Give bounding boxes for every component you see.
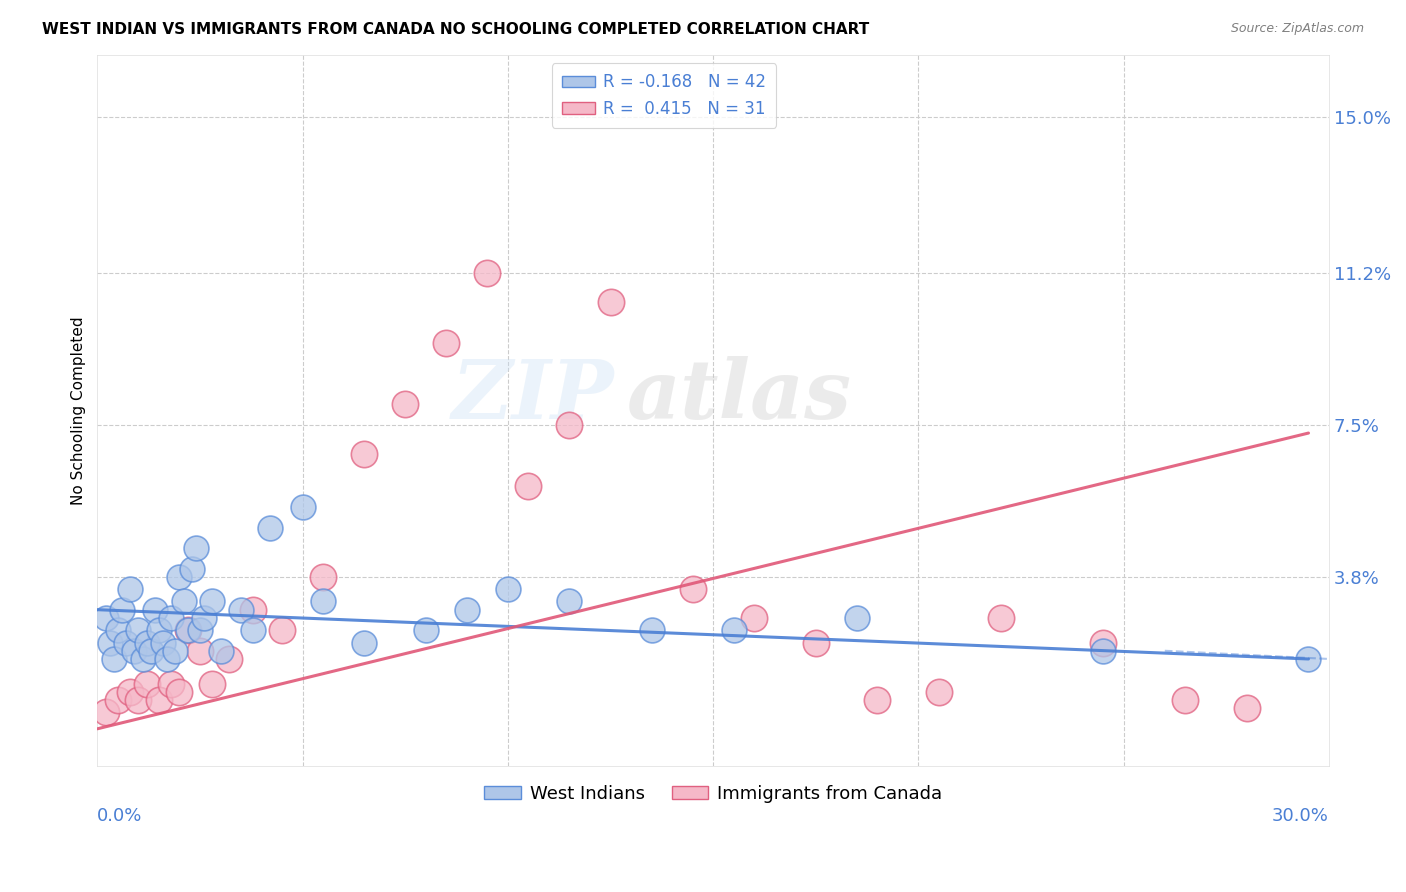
Point — [218, 652, 240, 666]
Point — [131, 652, 153, 666]
Point — [845, 611, 868, 625]
Point — [259, 520, 281, 534]
Point — [120, 582, 142, 596]
Point — [353, 447, 375, 461]
Point — [242, 624, 264, 638]
Point — [103, 652, 125, 666]
Point — [184, 541, 207, 555]
Point — [1092, 644, 1115, 658]
Point — [804, 635, 827, 649]
Point — [640, 624, 662, 638]
Point — [990, 611, 1012, 625]
Point — [928, 685, 950, 699]
Point — [742, 611, 765, 625]
Point — [107, 624, 129, 638]
Point — [98, 635, 121, 649]
Point — [173, 594, 195, 608]
Point — [152, 635, 174, 649]
Point — [312, 594, 335, 608]
Point — [1092, 635, 1115, 649]
Point — [229, 603, 252, 617]
Point — [143, 603, 166, 617]
Point — [120, 685, 142, 699]
Point — [434, 335, 457, 350]
Point — [139, 644, 162, 658]
Point — [135, 635, 157, 649]
Point — [599, 294, 621, 309]
Point — [201, 594, 224, 608]
Point — [176, 624, 198, 638]
Text: ZIP: ZIP — [451, 356, 614, 436]
Point — [111, 603, 134, 617]
Legend: West Indians, Immigrants from Canada: West Indians, Immigrants from Canada — [477, 778, 949, 810]
Point — [169, 685, 191, 699]
Point — [160, 676, 183, 690]
Point — [180, 561, 202, 575]
Text: 30.0%: 30.0% — [1272, 807, 1329, 825]
Text: atlas: atlas — [627, 356, 852, 436]
Point — [176, 624, 198, 638]
Point — [156, 652, 179, 666]
Y-axis label: No Schooling Completed: No Schooling Completed — [72, 316, 86, 505]
Point — [165, 644, 187, 658]
Point — [127, 693, 149, 707]
Point — [353, 635, 375, 649]
Point — [558, 417, 581, 432]
Point — [517, 479, 540, 493]
Point — [188, 644, 211, 658]
Point — [124, 644, 146, 658]
Point — [127, 624, 149, 638]
Point — [201, 676, 224, 690]
Point — [209, 644, 232, 658]
Point — [291, 500, 314, 514]
Point — [94, 611, 117, 625]
Point — [558, 594, 581, 608]
Point — [456, 603, 478, 617]
Text: WEST INDIAN VS IMMIGRANTS FROM CANADA NO SCHOOLING COMPLETED CORRELATION CHART: WEST INDIAN VS IMMIGRANTS FROM CANADA NO… — [42, 22, 869, 37]
Point — [477, 266, 499, 280]
Point — [242, 603, 264, 617]
Point — [312, 570, 335, 584]
Point — [160, 611, 183, 625]
Point — [169, 570, 191, 584]
Point — [496, 582, 519, 596]
Point — [866, 693, 889, 707]
Point — [148, 624, 170, 638]
Point — [682, 582, 704, 596]
Point — [148, 693, 170, 707]
Text: Source: ZipAtlas.com: Source: ZipAtlas.com — [1230, 22, 1364, 36]
Point — [193, 611, 215, 625]
Point — [135, 676, 157, 690]
Point — [188, 624, 211, 638]
Point — [723, 624, 745, 638]
Point — [115, 635, 138, 649]
Point — [415, 624, 437, 638]
Point — [1236, 701, 1258, 715]
Point — [107, 693, 129, 707]
Point — [94, 706, 117, 720]
Point — [1298, 652, 1320, 666]
Point — [271, 624, 294, 638]
Text: 0.0%: 0.0% — [97, 807, 143, 825]
Point — [394, 397, 416, 411]
Point — [1174, 693, 1197, 707]
